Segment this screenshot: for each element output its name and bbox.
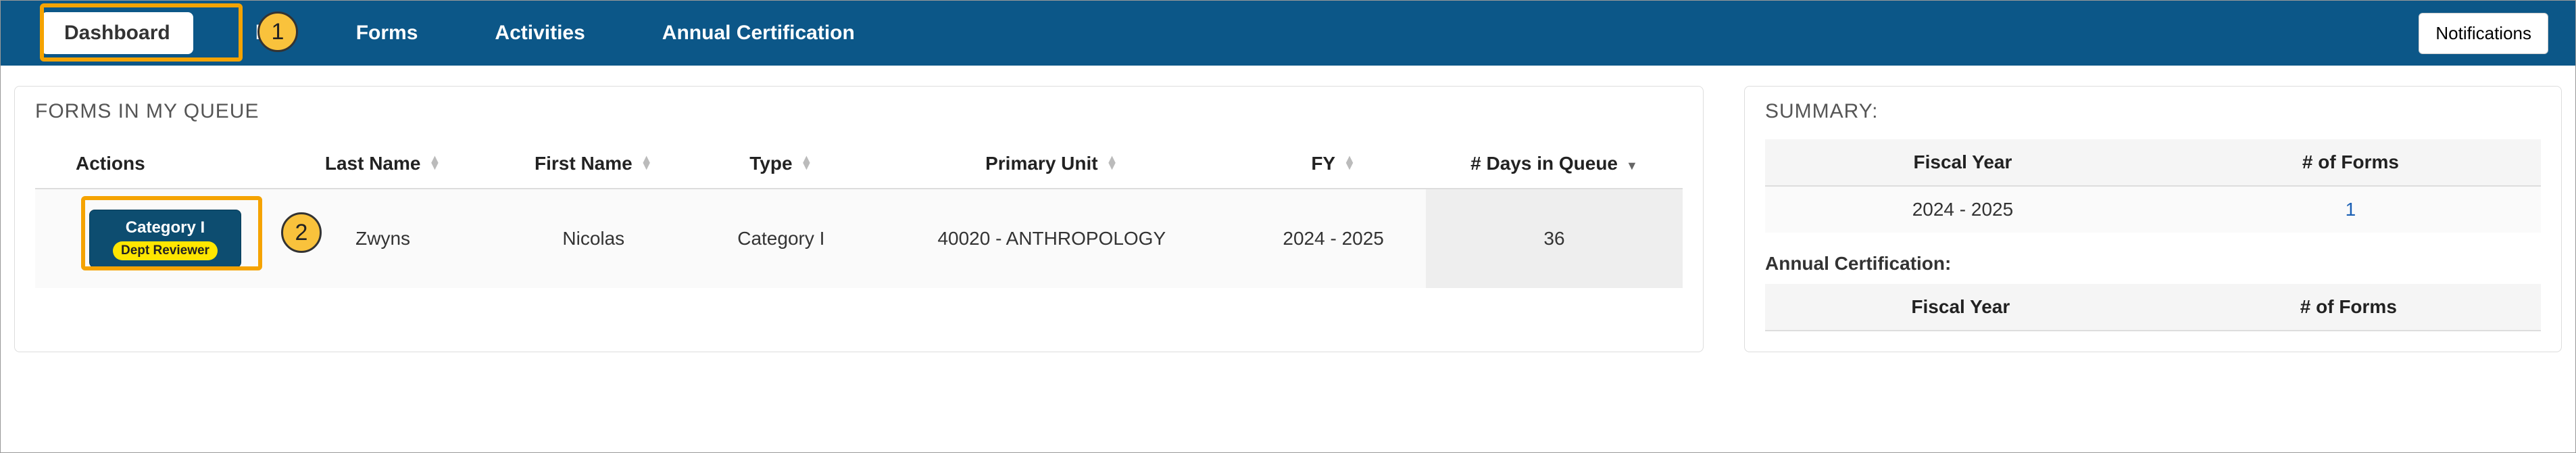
sort-icon: ▲▼ (428, 156, 441, 169)
summary-title: SUMMARY: (1765, 100, 2541, 123)
tab-annual-certification[interactable]: Annual Certification (647, 9, 870, 57)
queue-title: FORMS IN MY QUEUE (35, 100, 1683, 123)
tab-dashboard[interactable]: Dashboard (41, 12, 193, 54)
col-last-name[interactable]: Last Name▲▼ (278, 139, 487, 189)
category-button[interactable]: Category I Dept Reviewer (89, 210, 241, 268)
cell-fy: 2024 - 2025 (1241, 189, 1426, 288)
queue-table: Actions Last Name▲▼ First Name▲▼ Type▲▼ … (35, 139, 1683, 288)
tab-hidden[interactable]: lty (241, 9, 294, 57)
summary-fy: 2024 - 2025 (1765, 186, 2160, 233)
annual-cert-label: Annual Certification: (1765, 253, 2541, 275)
col-days[interactable]: # Days in Queue▼ (1426, 139, 1683, 189)
summary-table: Fiscal Year # of Forms 2024 - 2025 1 (1765, 139, 2541, 233)
annual-col-forms: # of Forms (2156, 284, 2541, 331)
summary-row: 2024 - 2025 1 (1765, 186, 2541, 233)
action-sub-label: Dept Reviewer (113, 241, 218, 260)
col-first-name[interactable]: First Name▲▼ (487, 139, 699, 189)
sort-icon: ▲▼ (1106, 156, 1118, 169)
summary-panel: SUMMARY: Fiscal Year # of Forms 2024 - 2… (1744, 86, 2562, 352)
sort-icon: ▲▼ (641, 156, 653, 169)
annual-table: Fiscal Year # of Forms (1765, 284, 2541, 331)
top-nav: Dashboard lty Forms Activities Annual Ce… (1, 1, 2575, 66)
summary-col-fy: Fiscal Year (1765, 139, 2160, 186)
col-type[interactable]: Type▲▼ (699, 139, 862, 189)
queue-panel: FORMS IN MY QUEUE Actions Last Name▲▼ Fi… (14, 86, 1704, 352)
notifications-button[interactable]: Notifications (2419, 13, 2548, 54)
cell-actions: Category I Dept Reviewer 2 (35, 189, 278, 288)
annual-col-fy: Fiscal Year (1765, 284, 2156, 331)
sort-icon: ▲▼ (801, 156, 813, 169)
summary-col-forms: # of Forms (2160, 139, 2541, 186)
col-actions[interactable]: Actions (35, 139, 278, 189)
tab-activities[interactable]: Activities (480, 9, 599, 57)
action-label: Category I (126, 218, 205, 237)
sort-icon: ▼ (1626, 162, 1638, 169)
col-fy[interactable]: FY▲▼ (1241, 139, 1426, 189)
content-area: FORMS IN MY QUEUE Actions Last Name▲▼ Fi… (1, 66, 2575, 366)
summary-count-link[interactable]: 1 (2346, 199, 2356, 220)
cell-first-name: Nicolas (487, 189, 699, 288)
cell-type: Category I (699, 189, 862, 288)
col-primary-unit[interactable]: Primary Unit▲▼ (862, 139, 1241, 189)
nav-tabs: Dashboard lty Forms Activities Annual Ce… (41, 9, 870, 57)
cell-primary-unit: 40020 - ANTHROPOLOGY (862, 189, 1241, 288)
tab-forms[interactable]: Forms (341, 9, 433, 57)
cell-last-name: Zwyns (278, 189, 487, 288)
sort-icon: ▲▼ (1343, 156, 1356, 169)
cell-days: 36 (1426, 189, 1683, 288)
table-row: Category I Dept Reviewer 2 Zwyns Nicolas… (35, 189, 1683, 288)
